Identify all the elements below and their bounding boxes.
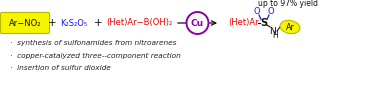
Text: O: O <box>254 7 260 17</box>
Text: Ar: Ar <box>285 23 294 32</box>
Text: +: + <box>94 18 102 28</box>
Text: S: S <box>260 18 268 28</box>
Circle shape <box>186 12 209 34</box>
Text: N: N <box>270 26 276 35</box>
Text: Cu: Cu <box>191 18 204 27</box>
Text: ·  synthesis of sulfonamides from nitroarenes: · synthesis of sulfonamides from nitroar… <box>10 40 177 46</box>
Text: ·  copper-catalyzed three-­component reaction: · copper-catalyzed three-­component reac… <box>10 53 181 59</box>
Text: ·  insertion of sulfur dioxide: · insertion of sulfur dioxide <box>10 65 111 71</box>
Text: O: O <box>268 7 274 17</box>
Text: Ar−NO₂: Ar−NO₂ <box>9 18 41 27</box>
Text: K₂S₂O₅: K₂S₂O₅ <box>60 18 88 27</box>
Text: up to 97% yield: up to 97% yield <box>258 0 318 9</box>
FancyBboxPatch shape <box>0 12 50 34</box>
Ellipse shape <box>280 20 300 34</box>
Text: (Het)Ar−B(OH)₂: (Het)Ar−B(OH)₂ <box>106 18 172 27</box>
Text: +: + <box>48 18 56 28</box>
Text: (Het)Ar: (Het)Ar <box>228 18 259 27</box>
Text: H: H <box>272 32 278 40</box>
